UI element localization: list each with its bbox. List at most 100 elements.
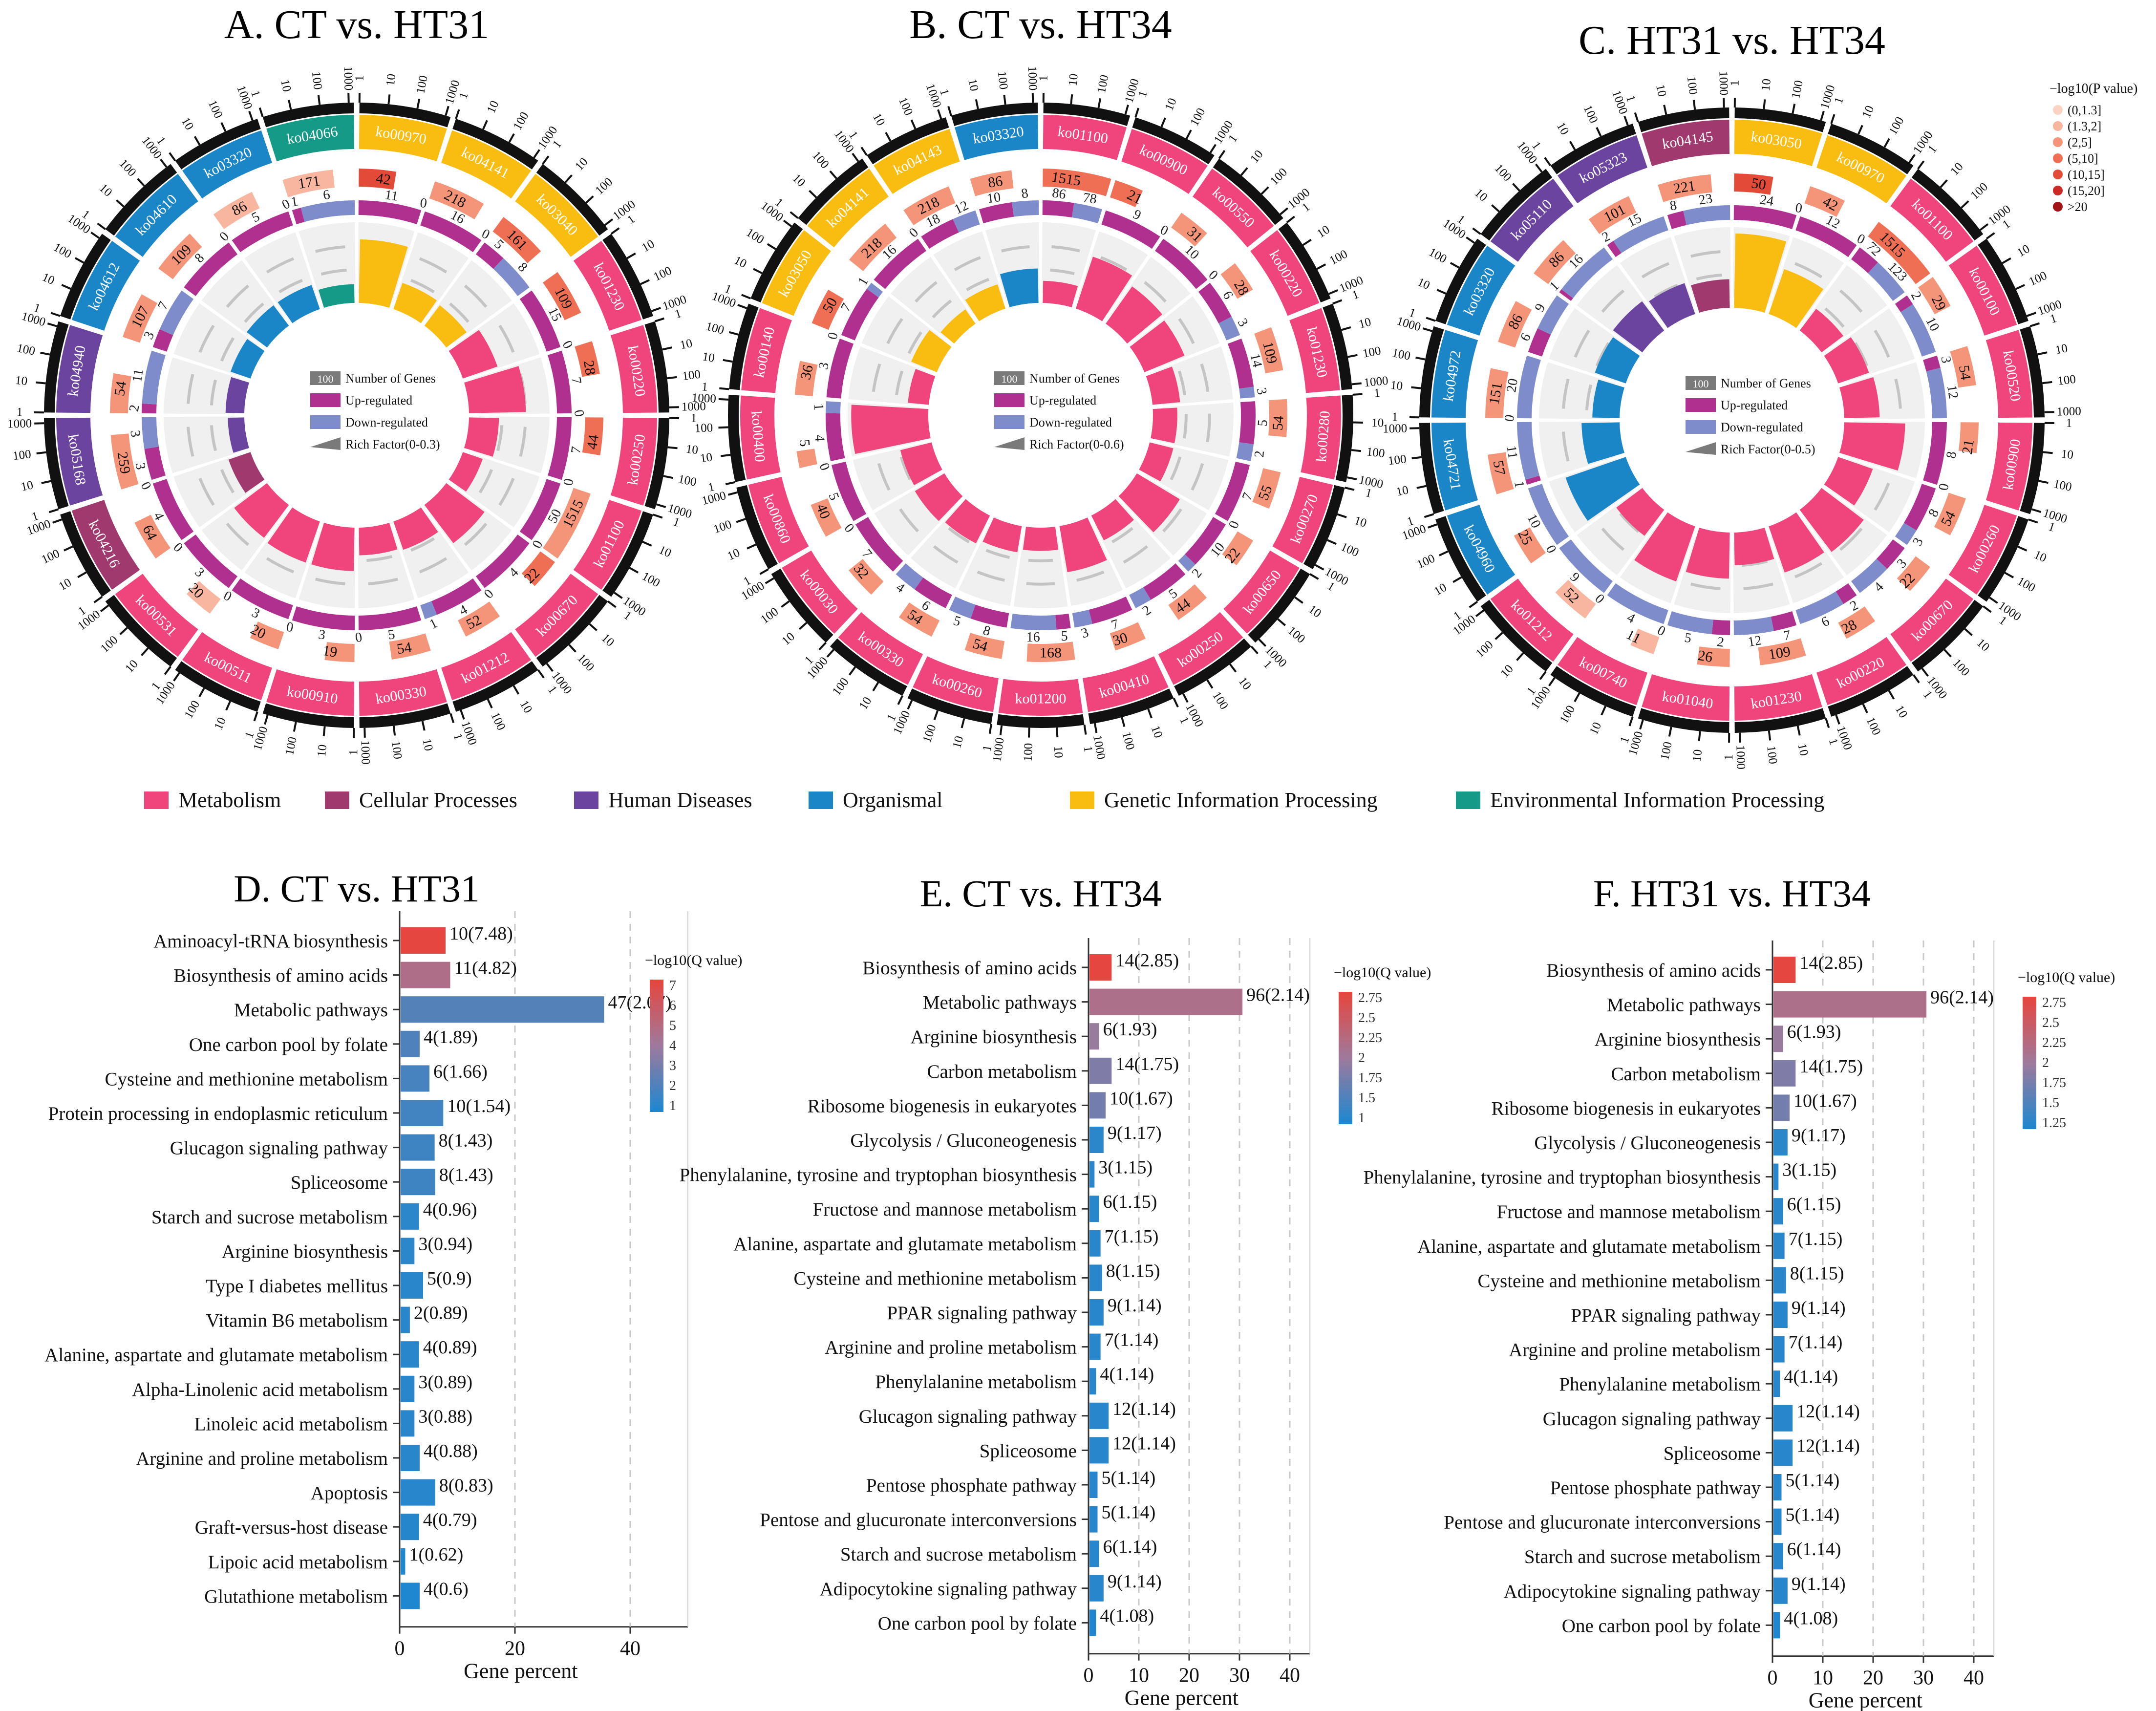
colorbar-title: −log10(Q value) [1334,964,1431,981]
scale-tick [1663,105,1667,115]
scale-axis [175,119,261,170]
scale-tick [2004,572,2014,578]
up-count-label: 3 [141,329,157,342]
scale-axis [175,661,261,712]
sector-band [874,128,960,194]
sector-band [1121,128,1208,194]
up-regulated-bar [1851,247,1878,274]
scale-tick-label: 1 [1373,386,1380,400]
up-count-label: 14 [1247,352,1265,369]
rich-factor-bar [1130,320,1185,372]
rich-factor-grid [1562,431,1570,462]
scale-tick [727,491,738,496]
colorbar: −log10(Q value) 7 6 5 4 3 2 1 [645,952,742,1113]
rich-factor-bar [225,377,249,413]
scale-tick [667,376,677,380]
up-count-label: 5 [1255,419,1271,427]
rich-factor-bg [164,357,240,414]
rich-factor-grid [1601,289,1625,313]
down-regulated-bar [300,200,355,222]
bar-value-label: 7(1.15) [1789,1229,1843,1249]
up-regulated-bar [1895,295,1913,312]
scale-tick-label: 10 [726,546,742,563]
rich-factor-grid [915,281,938,303]
rich-factor-grid [1050,268,1075,276]
scale-tick-label: 10 [1315,223,1332,240]
category-legend-swatch [325,791,349,809]
scale-tick-label: 10 [1498,663,1516,681]
scale-tick [1601,706,1606,716]
scale-tick [1634,112,1639,123]
pvalue-legend-dot [2053,105,2063,115]
scale-tick [2031,508,2042,513]
colorbar-segment [1339,1002,1352,1005]
scale-tick [1883,138,1890,148]
rich-factor-grid [410,537,435,552]
bar [1089,1127,1104,1153]
scale-tick [1768,730,1772,741]
colorbar-segment [2023,1010,2036,1014]
scale-tick [852,152,859,162]
sector-band [115,574,198,657]
scale-tick [721,453,731,457]
bar [401,1203,419,1230]
colorbar-segment [1339,1084,1352,1088]
scale-tick [1428,523,1438,529]
down-regulated-bar [1528,484,1569,545]
scale-tick [741,294,751,299]
up-count-label: 1 [1511,480,1527,489]
category-label: PPAR signaling pathway [887,1303,1077,1324]
rich-factor-bar [1824,337,1869,384]
pvalue-legend-label: (10,15] [2068,168,2105,182]
category-label: Adipocytokine signaling pathway [1504,1581,1761,1602]
scale-tick-label: 1 [2047,520,2056,535]
up-count-label: 4 [457,602,470,619]
colorbar-segment [650,1065,663,1069]
scale-axis [1734,708,1826,733]
scale-tick-label: 10 [1472,186,1490,204]
pvalue-legend-dot [2053,137,2063,147]
scale-axis [1435,238,1486,324]
scale-tick-label: 1 [1996,614,2009,628]
scale-tick [1422,327,1433,332]
rich-factor-bg [891,257,971,339]
colorbar-segment [1339,1018,1352,1022]
scale-tick [387,94,391,105]
bar [401,1375,415,1402]
rich-factor-grid [1874,482,1890,511]
category-legend-swatch [1070,791,1094,809]
scale-tick-label: 10 [2054,342,2069,357]
scale-tick [363,727,366,738]
sector-band [1642,674,1730,721]
colorbar-tick-label: 1 [1358,1111,1365,1126]
bar-value-label: 4(0.89) [423,1337,477,1358]
down-regulated-bar [1239,386,1255,399]
colorbar-segment [650,1078,663,1083]
scale-tick [1160,117,1166,128]
scale-axis [729,303,759,390]
scale-tick [589,623,598,631]
scale-tick-label: 1 [981,744,995,752]
gene-count-bar [123,294,158,343]
category-label: Starch and sucrose metabolism [840,1544,1077,1565]
scale-axis [1419,326,1444,418]
scale-tick [961,718,965,728]
gene-count-bar [543,488,591,559]
gene-count-bar [1220,263,1253,299]
up-count-label: 3 [249,605,262,621]
scale-tick-label: 1 [1722,754,1735,761]
scale-tick [1792,104,1796,114]
bar [1773,1474,1782,1500]
up-regulated-bar [1155,238,1208,289]
sector-band [1289,308,1340,393]
category-legend-label: Human Diseases [608,788,752,812]
scale-tick [455,109,460,119]
up-count-label: 8 [1925,507,1942,520]
rich-factor-bar [1824,457,1873,506]
legend-up-swatch [1686,398,1716,412]
gene-count-bar [794,361,818,396]
